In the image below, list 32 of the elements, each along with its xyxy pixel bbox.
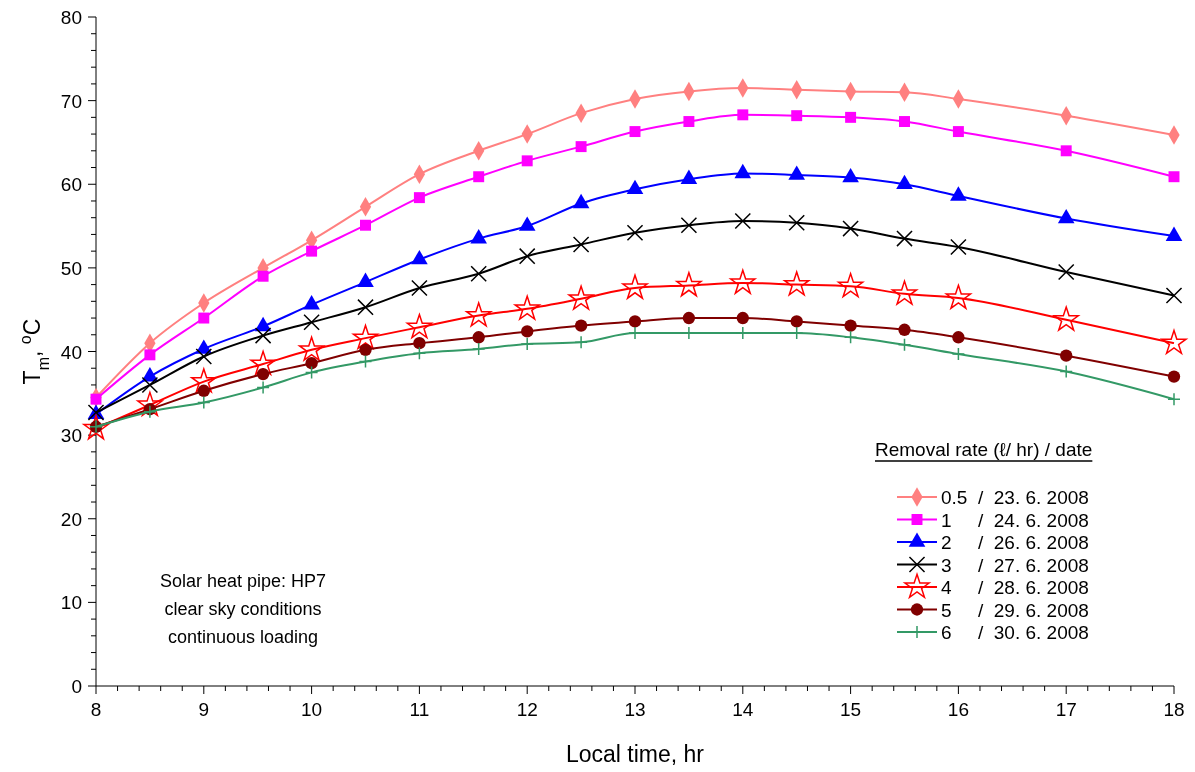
y-tick-label: 60 [60, 174, 82, 196]
x-tick-label: 13 [624, 699, 646, 720]
legend-label: 3 / 27. 6. 2008 [941, 554, 1089, 576]
annotation: clear sky conditions [164, 599, 322, 619]
y-tick-label: 80 [60, 7, 82, 28]
x-tick-label: 12 [516, 699, 538, 720]
annotation: continuous loading [167, 627, 319, 647]
legend-label: 6 / 30. 6. 2008 [941, 622, 1089, 643]
y-tick-label: 50 [60, 257, 82, 279]
legend-label: 4 / 28. 6. 2008 [941, 577, 1089, 598]
legend-label: 0.5 / 23. 6. 2008 [941, 487, 1089, 508]
x-tick-label: 18 [1163, 699, 1185, 720]
y-tick-label: 10 [60, 592, 82, 614]
legend-label: 2 / 26. 6. 2008 [941, 532, 1089, 553]
y-tick-label: 70 [60, 90, 82, 112]
x-tick-label: 9 [198, 699, 210, 720]
y-tick-label: 0 [71, 676, 82, 697]
x-tick-label: 16 [947, 699, 969, 720]
x-tick-label: 10 [301, 699, 323, 720]
y-tick-label: 40 [60, 341, 82, 363]
x-tick-label: 11 [409, 699, 430, 720]
legend-label: 1 / 24. 6. 2008 [941, 509, 1089, 531]
x-axis-title: Local time, hr [565, 741, 705, 767]
x-tick-label: 8 [90, 699, 102, 720]
legend-title: Removal rate (ℓ/ hr) / date [875, 439, 1093, 460]
annotation: Solar heat pipe: HP7 [159, 571, 327, 591]
x-tick-label: 15 [840, 699, 862, 720]
y-tick-label: 20 [60, 508, 82, 530]
y-tick-label: 30 [60, 425, 82, 447]
x-tick-label: 17 [1055, 699, 1077, 720]
legend-label: 5 / 29. 6. 2008 [941, 599, 1089, 621]
x-tick-label: 14 [732, 699, 754, 720]
